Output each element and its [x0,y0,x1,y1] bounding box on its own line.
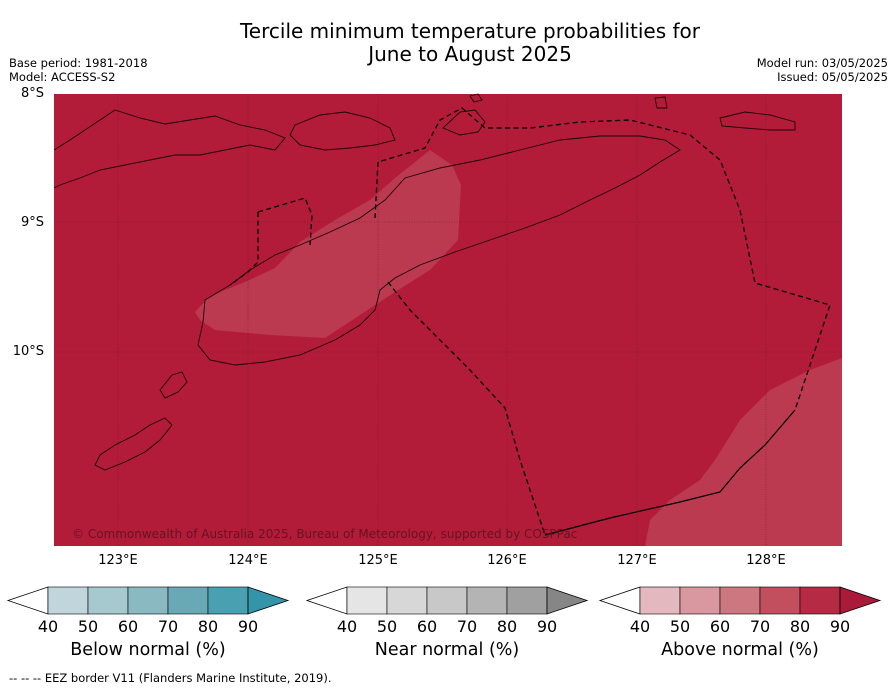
colorbar-near-segment [386,586,428,615]
colorbar-near-tick-label: 90 [537,617,557,636]
colorbar-near-segment [426,586,468,615]
colorbar-above-tick-label: 90 [830,617,850,636]
eez-footer: -- -- -- EEZ border V11 (Flanders Marine… [9,671,332,685]
atauro-coastline [469,93,483,103]
lon-label-124e: 124°E [228,553,268,568]
colorbar-above-tick-label: 40 [630,617,650,636]
base-period: Base period: 1981-2018 [9,56,148,70]
eez-solid-segment [544,409,796,536]
colorbar-above-tick-label: 80 [790,617,810,636]
colorbar-below-segment [47,586,89,615]
copyright-text: © Commonwealth of Australia 2025, Bureau… [72,527,577,541]
colorbar-near-segment [346,586,388,615]
lon-label-127e: 127°E [617,553,657,568]
colorbar-near-extend-low [305,586,348,615]
colorbar-legends: 40 50 60 70 80 90 40 50 60 70 80 90 40 50 60 70 80 90 [6,586,882,636]
colorbar-near-tick-label: 50 [377,617,397,636]
colorbar-above-extend-high [839,586,882,615]
colorbar-below-tick-label: 90 [238,617,258,636]
flores-coastline [53,109,286,189]
timor-coastline [197,135,681,366]
colorbar-above: 40 50 60 70 80 90 [598,586,882,636]
colorbar-above-extend-low [598,586,641,615]
damar-coastline [654,96,668,109]
legend-title-above: Above normal (%) [661,640,819,660]
colorbar-below: 40 50 60 70 80 90 [6,586,290,636]
colorbar-below-tick-label: 60 [118,617,138,636]
colorbar-below-tick-label: 70 [158,617,178,636]
coastlines [53,93,796,471]
colorbar-near-segment [466,586,508,615]
model-name: Model: ACCESS-S2 [9,70,116,84]
colorbar-near-tick-label: 40 [337,617,357,636]
model-run: Model run: 03/05/2025 [756,56,888,70]
colorbar-below-segment [207,586,249,615]
gridlines [54,94,842,546]
colorbar-near-tick-label: 60 [417,617,437,636]
colorbar-above-segment [759,586,801,615]
map-title: Tercile minimum temperature probabilitie… [0,20,896,66]
lon-label-128e: 128°E [746,553,786,568]
colorbar-below-segment [87,586,129,615]
colorbar-below-segment [167,586,209,615]
colorbar-below-tick-label: 50 [78,617,98,636]
lat-label-9s: 9°S [20,215,44,230]
lon-label-125e: 125°E [358,553,398,568]
alor-coastline [289,111,396,151]
lat-label-10s: 10°S [12,344,44,359]
colorbar-above-tick-label: 50 [670,617,690,636]
colorbar-above-segment [719,586,761,615]
colorbar-above-segment [799,586,841,615]
eez-border [229,107,831,536]
colorbar-near-extend-high [546,586,589,615]
colorbar-near-tick-label: 70 [457,617,477,636]
colorbar-below-tick-label: 40 [38,617,58,636]
colorbar-above-segment [639,586,681,615]
colorbar-above-tick-label: 70 [750,617,770,636]
colorbar-above-segment [679,586,721,615]
colorbar-above-tick-label: 60 [710,617,730,636]
sawu-coastline [94,417,173,471]
lat-label-8s: 8°S [20,86,44,101]
wetar-coastline [442,109,486,136]
title-line-2: June to August 2025 [368,42,572,66]
colorbar-below-extend-high [247,586,290,615]
lon-label-126e: 126°E [487,553,527,568]
title-line-1: Tercile minimum temperature probabilitie… [239,19,701,43]
colorbar-near-segment [506,586,548,615]
legend-title-near: Near normal (%) [374,640,520,660]
lon-label-123e: 123°E [98,553,138,568]
colorbar-below-extend-low [6,586,49,615]
colorbar-near-tick-label: 80 [497,617,517,636]
colorbar-near: 40 50 60 70 80 90 [305,586,589,636]
colorbar-below-segment [127,586,169,615]
babar-coastline [719,111,796,131]
legend-title-below: Below normal (%) [70,640,226,660]
meta-left: Base period: 1981-2018 Model: ACCESS-S2 [9,56,148,84]
colorbar-below-tick-label: 80 [198,617,218,636]
rote-coastline [159,371,188,399]
issued-date: Issued: 05/05/2025 [777,70,888,84]
meta-right: Model run: 03/05/2025 Issued: 05/05/2025 [757,56,888,84]
